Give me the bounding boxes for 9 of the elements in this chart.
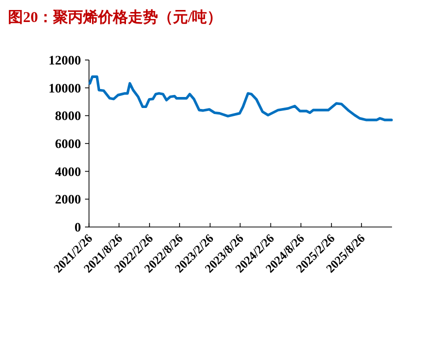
y-tick-label: 0 xyxy=(74,220,81,234)
y-tick-label: 2000 xyxy=(55,192,81,207)
y-tick-label: 4000 xyxy=(55,164,81,179)
y-tick-label: 8000 xyxy=(55,108,81,124)
y-tick-label: 6000 xyxy=(55,136,81,151)
chart-title: 图20：聚丙烯价格走势（元/吨） xyxy=(8,9,222,26)
y-tick-label: 10000 xyxy=(48,80,81,96)
line-series xyxy=(88,75,393,122)
y-tick-label: 12000 xyxy=(48,52,81,68)
